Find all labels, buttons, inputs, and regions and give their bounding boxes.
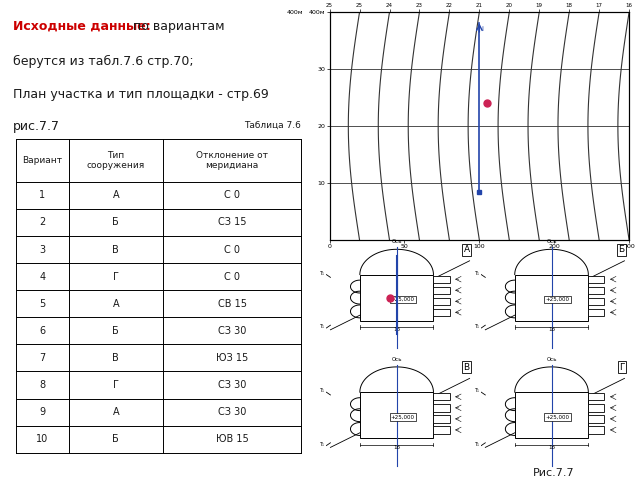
Text: Ось: Ось	[547, 239, 557, 244]
Text: Рис.7.7: Рис.7.7	[532, 468, 575, 478]
Text: T₁: T₁	[474, 271, 479, 276]
Text: по вариантам: по вариантам	[129, 20, 225, 33]
Text: Тип
сооружения: Тип сооружения	[86, 151, 145, 170]
Text: 6: 6	[39, 326, 45, 336]
Text: рис.7.7: рис.7.7	[13, 120, 60, 133]
Text: А: А	[113, 191, 119, 200]
Text: 400м: 400м	[287, 10, 303, 14]
Bar	[588, 298, 604, 305]
Text: T₁: T₁	[319, 388, 324, 393]
Text: 1б: 1б	[548, 444, 555, 450]
Text: T₁: T₁	[319, 442, 324, 446]
Text: Исходные данные:: Исходные данные:	[13, 20, 150, 33]
Bar	[433, 276, 449, 283]
Text: 4: 4	[39, 272, 45, 282]
Text: 1: 1	[39, 191, 45, 200]
Text: Г: Г	[619, 363, 625, 372]
Bar	[588, 404, 604, 411]
Text: С 0: С 0	[224, 272, 240, 282]
Bar	[588, 426, 604, 433]
Text: T₁: T₁	[319, 271, 324, 276]
Text: Ось: Ось	[392, 239, 402, 244]
Bar	[433, 309, 449, 316]
Text: ЮВ 15: ЮВ 15	[216, 434, 248, 444]
Text: А: А	[113, 299, 119, 309]
Text: 2: 2	[39, 217, 45, 228]
Text: +25,000: +25,000	[545, 297, 570, 302]
Text: Вариант: Вариант	[22, 156, 62, 165]
Text: Таблица 7.6: Таблица 7.6	[244, 120, 301, 130]
Bar	[588, 276, 604, 283]
Bar	[433, 415, 449, 422]
Bar	[588, 309, 604, 316]
Text: В: В	[113, 353, 119, 363]
Text: ЮЗ 15: ЮЗ 15	[216, 353, 248, 363]
Text: T₁: T₁	[474, 442, 479, 446]
Text: +25,000: +25,000	[390, 297, 415, 302]
Text: СЗ 30: СЗ 30	[218, 326, 246, 336]
Bar	[433, 393, 449, 400]
Text: 1б: 1б	[548, 327, 555, 332]
Text: Г: Г	[113, 380, 119, 390]
Text: Б: Б	[113, 434, 119, 444]
Text: А: А	[463, 245, 470, 254]
Text: 1б: 1б	[393, 327, 400, 332]
Text: Б: Б	[113, 326, 119, 336]
Bar	[588, 415, 604, 422]
Text: +25,000: +25,000	[545, 415, 570, 420]
Text: T₁: T₁	[474, 388, 479, 393]
Bar	[588, 287, 604, 294]
Text: Отклонение от
меридиана: Отклонение от меридиана	[196, 151, 268, 170]
Text: i: i	[482, 26, 484, 32]
Text: T₁: T₁	[319, 324, 324, 329]
Text: 1б: 1б	[393, 444, 400, 450]
Text: 9: 9	[39, 407, 45, 417]
Text: СЗ 30: СЗ 30	[218, 407, 246, 417]
Text: СВ 15: СВ 15	[218, 299, 246, 309]
Text: В: В	[463, 363, 470, 372]
Bar	[515, 392, 588, 438]
Text: берутся из табл.7.6 стр.70;: берутся из табл.7.6 стр.70;	[13, 55, 193, 68]
Text: Г: Г	[113, 272, 119, 282]
Text: 10: 10	[36, 434, 49, 444]
Bar	[588, 393, 604, 400]
Text: Б: Б	[618, 245, 625, 254]
Text: 8: 8	[39, 380, 45, 390]
Text: 3: 3	[39, 244, 45, 254]
Bar	[433, 298, 449, 305]
Text: 7: 7	[39, 353, 45, 363]
Text: СЗ 15: СЗ 15	[218, 217, 246, 228]
Text: С 0: С 0	[224, 191, 240, 200]
Text: План участка и тип площадки - стр.69: План участка и тип площадки - стр.69	[13, 88, 269, 101]
Text: СЗ 30: СЗ 30	[218, 380, 246, 390]
Bar	[433, 287, 449, 294]
Text: 5: 5	[39, 299, 45, 309]
Bar	[360, 392, 433, 438]
Text: Ось: Ось	[547, 357, 557, 362]
Text: С 0: С 0	[224, 244, 240, 254]
Text: Б: Б	[113, 217, 119, 228]
Text: T₁: T₁	[474, 324, 479, 329]
Text: А: А	[113, 407, 119, 417]
Bar	[360, 275, 433, 321]
Text: +25,000: +25,000	[390, 415, 415, 420]
Text: В: В	[113, 244, 119, 254]
Text: Ось: Ось	[392, 357, 402, 362]
Bar	[433, 426, 449, 433]
Bar	[433, 404, 449, 411]
Bar	[515, 275, 588, 321]
